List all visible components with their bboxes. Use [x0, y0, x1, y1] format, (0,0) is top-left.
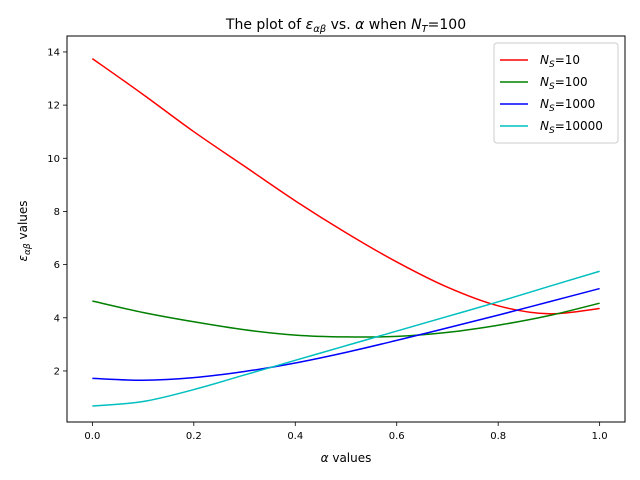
x-axis-label: α values	[321, 451, 372, 465]
y-tick-label: 6	[54, 260, 60, 271]
chart-title: The plot of εαβ vs. α when NT=100	[225, 17, 466, 35]
series-lines	[91, 57, 600, 407]
x-tick-label: 0.2	[186, 431, 202, 442]
x-tick-label: 0.8	[490, 431, 506, 442]
legend-label-1: NS=10	[540, 53, 580, 70]
x-axis: 0.0 0.2 0.4 0.6 0.8 1.0	[84, 422, 608, 442]
x-tick-label: 0.0	[84, 431, 100, 442]
y-tick-label: 8	[54, 207, 60, 218]
y-tick-label: 10	[47, 154, 60, 165]
legend-box	[493, 42, 619, 144]
series-line-1	[91, 57, 600, 315]
y-tick-label: 12	[47, 101, 60, 112]
x-tick-label: 0.4	[287, 431, 303, 442]
legend-label-2: NS=100	[540, 75, 588, 92]
plot-frame	[66, 35, 626, 423]
x-tick-label: 0.6	[389, 431, 405, 442]
y-axis: 2 4 6 8 10 12 14	[47, 47, 67, 377]
legend: NS=10 NS=100 NS=1000 NS=10000	[493, 42, 619, 144]
legend-label-4: NS=10000	[540, 119, 603, 136]
y-axis-label: εαβ values	[16, 200, 33, 261]
plot-area	[66, 35, 626, 423]
series-line-4	[92, 270, 600, 407]
y-tick-label: 14	[47, 47, 60, 58]
series-line-2	[92, 300, 600, 338]
x-tick-label: 1.0	[592, 431, 608, 442]
y-tick-label: 4	[54, 313, 60, 324]
series-line-3	[92, 287, 600, 382]
legend-entries: NS=10 NS=100 NS=1000 NS=10000	[500, 53, 603, 136]
y-tick-label: 2	[54, 366, 60, 377]
legend-label-3: NS=1000	[540, 97, 595, 114]
